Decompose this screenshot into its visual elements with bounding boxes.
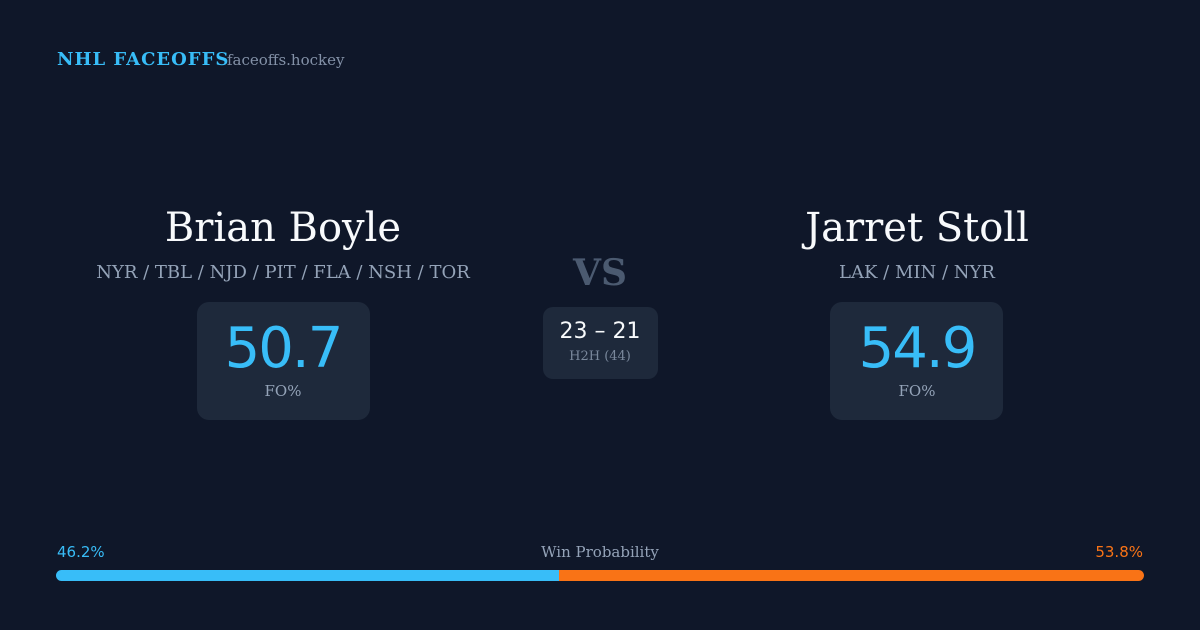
probability-bar [56,570,1144,581]
player-name: Brian Boyle [164,205,402,251]
fo-pct: 54.9 [858,316,978,381]
site-name: faceoffs.hockey [227,51,345,69]
left-segment [56,570,559,581]
left-probability: 46.2% [57,543,105,561]
h2h-score: 23 – 21 [559,319,641,344]
versus: VS [573,252,627,294]
player-teams: LAK / MIN / NYR [839,262,995,283]
brand-title: NHL FACEOFFS [57,49,230,70]
right-segment [558,570,1144,581]
h2h-box [543,307,658,379]
player-teams: NYR / TBL / NJD / PIT / FLA / NSH / TOR [96,262,470,283]
fo-label: FO% [898,382,936,400]
right-probability: 53.8% [1095,543,1143,561]
h2h-label: H2H (44) [569,349,631,364]
player-name: Jarret Stoll [805,205,1029,251]
stat-box [830,302,1003,420]
stat-box [197,302,370,420]
fo-pct: 50.7 [224,316,344,381]
fo-label: FO% [264,382,302,400]
win-probability-title: Win Probability [541,543,659,561]
